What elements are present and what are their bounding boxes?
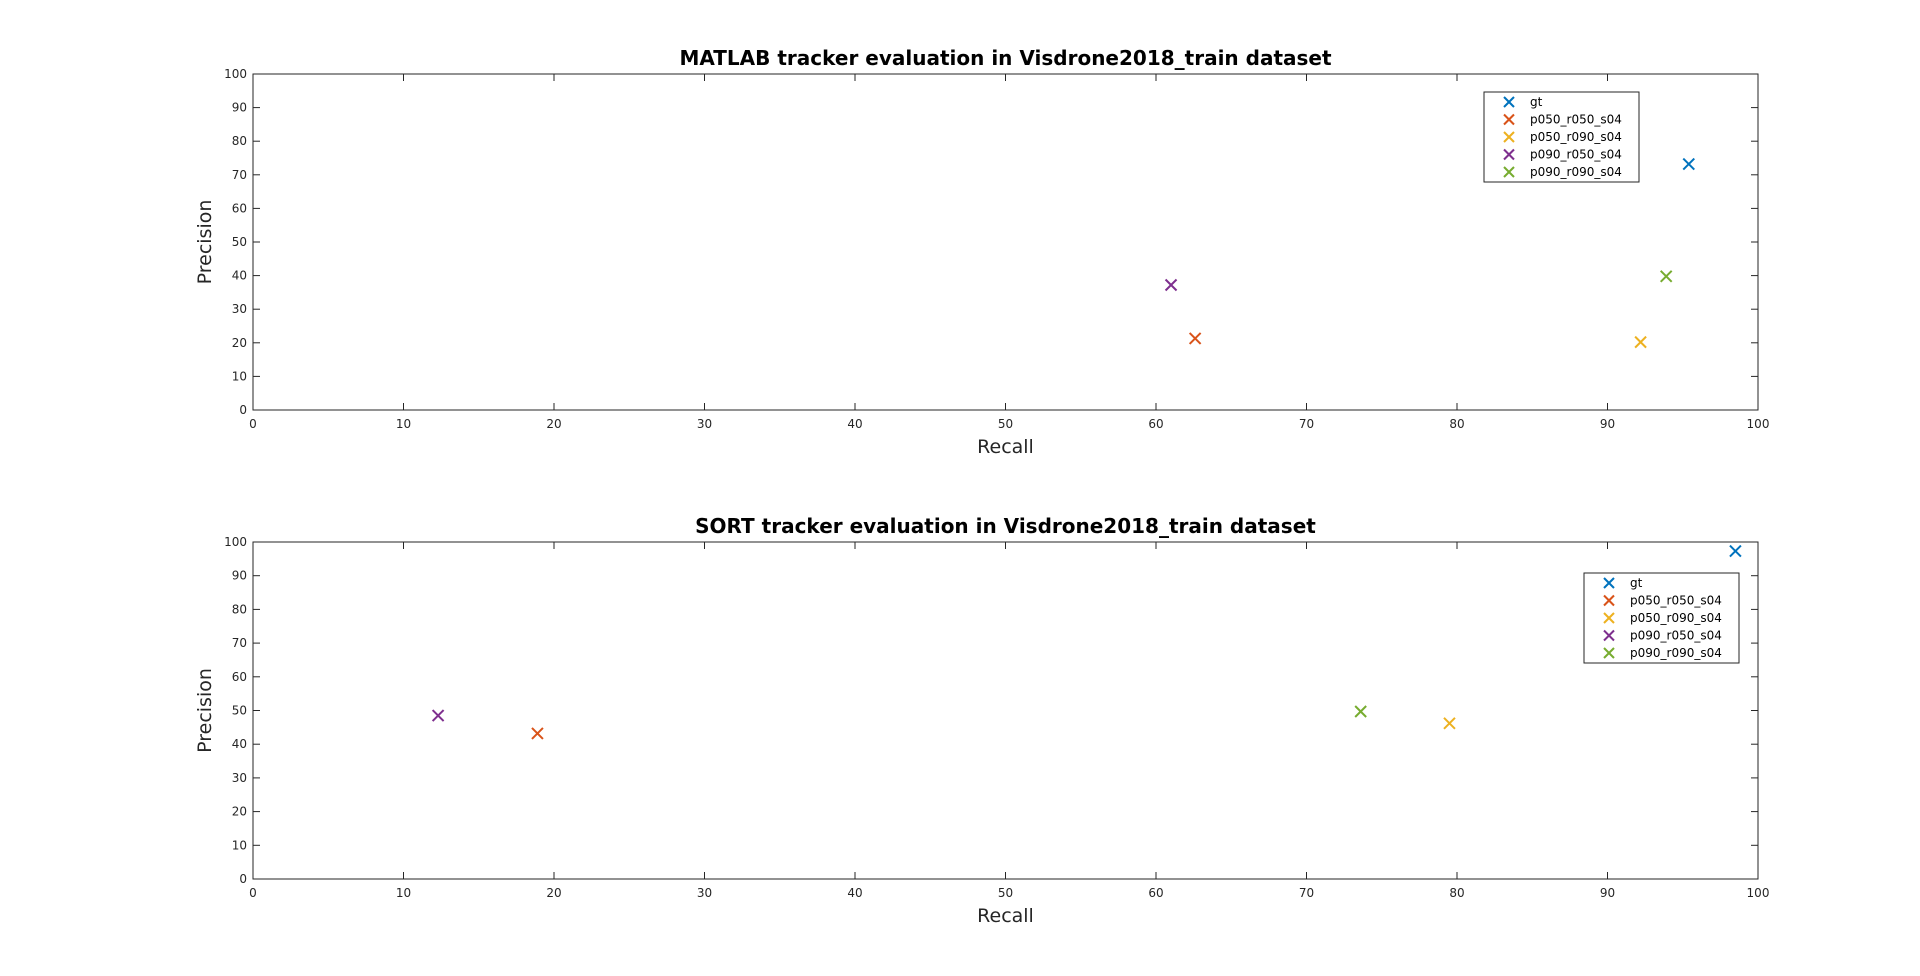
chart-title: MATLAB tracker evaluation in Visdrone201… (679, 46, 1332, 70)
x-tick-label: 0 (249, 886, 257, 900)
legend-marker-gt (1503, 96, 1515, 108)
legend-entry-p090_r050_s04: p090_r050_s04 (1530, 148, 1622, 162)
x-tick-label: 60 (1148, 417, 1163, 431)
legend-entry-p090_r050_s04: p090_r050_s04 (1630, 629, 1722, 643)
x-tick-label: 10 (396, 417, 411, 431)
x-tick-label: 100 (1747, 417, 1770, 431)
legend-marker-p050_r090_s04 (1503, 131, 1515, 143)
y-tick-label: 40 (232, 269, 247, 283)
legend-entry-gt: gt (1630, 576, 1643, 590)
data-point-p090_r090_s04 (1354, 705, 1367, 718)
legend-entry-gt: gt (1530, 95, 1543, 109)
data-point-p050_r090_s04 (1443, 717, 1456, 730)
legend-marker-p090_r090_s04 (1603, 647, 1615, 659)
x-tick-label: 90 (1600, 417, 1615, 431)
chart-2: 0 10 20 30 40 50 60 70 80 90 100 0 10 20 30 40 50 60 70 80 9… (194, 514, 1769, 927)
data-point-p090_r090_s04 (1659, 270, 1673, 283)
data-point-p050_r090_s04 (1634, 335, 1647, 349)
y-tick-label: 50 (232, 704, 247, 718)
y-axis-label: Precision (194, 200, 216, 285)
legend-entry-p090_r090_s04: p090_r090_s04 (1630, 646, 1722, 660)
y-tick-label: 50 (232, 235, 247, 249)
y-tick-label: 80 (232, 134, 247, 148)
x-tick-label: 20 (546, 417, 561, 431)
y-tick-label: 100 (224, 67, 247, 81)
data-point-gt (1729, 544, 1742, 558)
data-point-p050_r050_s04 (1188, 332, 1202, 345)
y-tick-label: 100 (224, 535, 247, 549)
y-tick-label: 70 (232, 168, 247, 182)
legend-entry-p050_r090_s04: p050_r090_s04 (1630, 611, 1722, 625)
y-tick-label: 10 (232, 838, 247, 852)
data-point-p090_r050_s04 (1164, 278, 1178, 292)
y-tick-label: 0 (239, 403, 247, 417)
x-tick-label: 60 (1148, 886, 1163, 900)
legend: gt p050_r050_s04 p050_r090_s04 p090_r050_s0… (1483, 91, 1640, 183)
x-tick-label: 80 (1449, 417, 1464, 431)
y-axis-label: Precision (194, 668, 216, 753)
legend-marker-p050_r050_s04 (1503, 113, 1515, 126)
x-tick-label: 70 (1299, 417, 1314, 431)
legend-marker-p090_r050_s04 (1603, 629, 1615, 642)
y-tick-label: 20 (232, 805, 247, 819)
y-tick-label: 40 (232, 737, 247, 751)
legend-marker-p050_r090_s04 (1603, 612, 1615, 624)
data-point-gt (1682, 157, 1695, 171)
data-point-p090_r050_s04 (431, 709, 445, 722)
y-tick-label: 10 (232, 369, 247, 383)
chart-1: 0 10 20 30 40 50 60 70 80 90 100 0 10 20 30 40 50 60 70 80 9… (194, 46, 1769, 458)
legend-entry-p090_r090_s04: p090_r090_s04 (1530, 165, 1622, 179)
x-tick-label: 30 (697, 886, 712, 900)
y-tick-label: 70 (232, 636, 247, 650)
y-tick-label: 30 (232, 771, 247, 785)
x-tick-label: 10 (396, 886, 411, 900)
y-tick-label: 80 (232, 602, 247, 616)
y-tick-label: 30 (232, 302, 247, 316)
y-tick-label: 60 (232, 201, 247, 215)
legend-entry-p050_r050_s04: p050_r050_s04 (1630, 594, 1722, 608)
legend: gt p050_r050_s04 p050_r090_s04 p090_r050_s0… (1583, 572, 1740, 664)
legend-marker-p090_r050_s04 (1503, 148, 1515, 161)
legend-entry-p050_r050_s04: p050_r050_s04 (1530, 113, 1622, 127)
chart-title: SORT tracker evaluation in Visdrone2018_… (695, 514, 1316, 538)
x-tick-label: 90 (1600, 886, 1615, 900)
y-tick-label: 90 (232, 569, 247, 583)
x-axis-label: Recall (977, 436, 1034, 458)
legend-marker-p050_r050_s04 (1603, 594, 1615, 607)
legend-entry-p050_r090_s04: p050_r090_s04 (1530, 130, 1622, 144)
y-tick-label: 90 (232, 101, 247, 115)
data-point-p050_r050_s04 (531, 727, 544, 740)
x-tick-label: 30 (697, 417, 712, 431)
x-tick-label: 0 (249, 417, 257, 431)
legend-marker-gt (1603, 577, 1615, 589)
x-tick-label: 40 (847, 886, 862, 900)
x-tick-label: 50 (998, 886, 1013, 900)
y-tick-label: 60 (232, 670, 247, 684)
x-tick-label: 70 (1299, 886, 1314, 900)
y-tick-label: 20 (232, 336, 247, 350)
x-axis-label: Recall (977, 905, 1034, 927)
y-tick-label: 0 (239, 872, 247, 886)
x-tick-label: 40 (847, 417, 862, 431)
x-tick-label: 80 (1449, 886, 1464, 900)
x-tick-label: 100 (1747, 886, 1770, 900)
x-tick-label: 20 (546, 886, 561, 900)
plot-area (252, 541, 1759, 880)
legend-marker-p090_r090_s04 (1503, 166, 1515, 178)
x-tick-label: 50 (998, 417, 1013, 431)
